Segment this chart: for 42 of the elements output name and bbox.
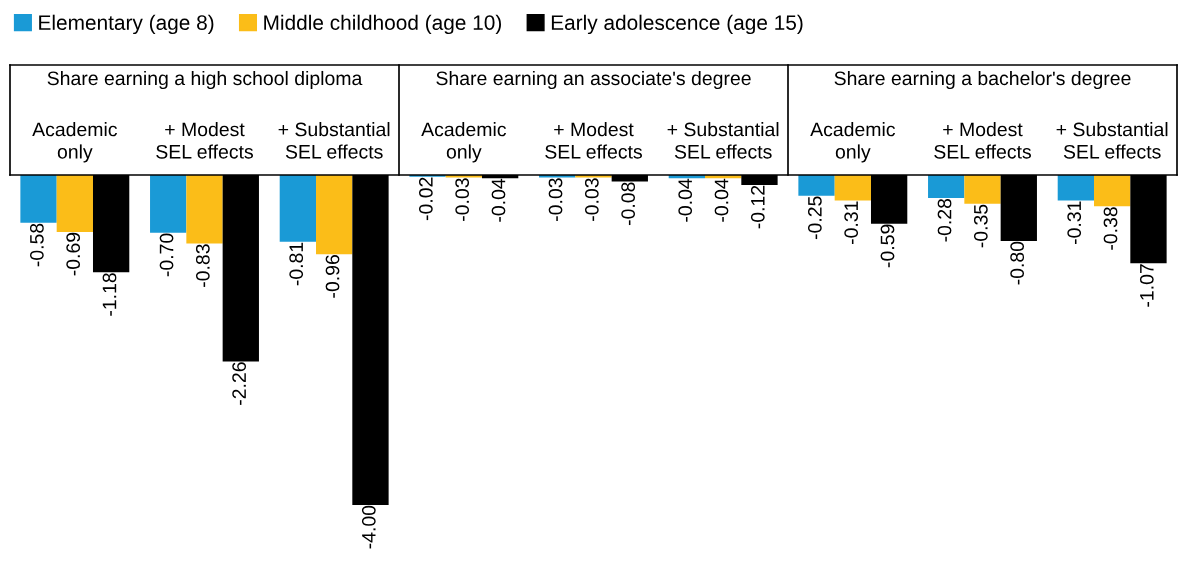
legend-label: Elementary (age 8) bbox=[39, 14, 214, 35]
legend-label: Early adolescence (age 15) bbox=[551, 14, 803, 35]
data-label: -0.04 bbox=[714, 178, 729, 222]
data-label: -1.18 bbox=[102, 273, 117, 316]
x-tick-label: + Modest SEL effects bbox=[545, 122, 642, 159]
x-tick-label: Academic only bbox=[32, 122, 118, 163]
x-tick-label: + Substantial SEL effects bbox=[278, 122, 390, 159]
data-label: -0.04 bbox=[491, 178, 506, 222]
text: Share earning an associate's degree bbox=[436, 70, 751, 90]
x-tick-label: + Substantial SEL effects bbox=[1056, 122, 1168, 159]
data-label: -0.59 bbox=[880, 224, 895, 268]
data-label: -0.69 bbox=[66, 232, 81, 276]
data-label: -0.02 bbox=[418, 177, 433, 221]
text: Share earning a high school diploma bbox=[47, 70, 363, 90]
data-label: -0.31 bbox=[1067, 201, 1082, 245]
data-label: -0.83 bbox=[195, 244, 210, 287]
data-label: -0.35 bbox=[973, 204, 988, 248]
x-tick-label: Academic only bbox=[810, 122, 896, 163]
data-label: -0.03 bbox=[455, 178, 470, 221]
data-label: -0.03 bbox=[584, 178, 599, 221]
x-tick-label: Academic only bbox=[421, 122, 507, 163]
text: Share earning a bachelor's degree bbox=[834, 70, 1131, 90]
data-label: -0.08 bbox=[621, 182, 636, 226]
x-tick-label: + Modest SEL effects bbox=[934, 122, 1031, 159]
data-label: -0.03 bbox=[548, 178, 563, 221]
data-label: -0.04 bbox=[678, 178, 693, 222]
legend-label: Middle childhood (age 10) bbox=[264, 14, 502, 35]
data-label: -0.12 bbox=[750, 185, 765, 229]
data-label: -2.26 bbox=[232, 362, 247, 405]
data-label: -0.81 bbox=[289, 242, 304, 286]
data-label: -0.80 bbox=[1010, 241, 1025, 285]
data-label: -0.70 bbox=[159, 233, 174, 277]
data-label: -0.31 bbox=[844, 201, 859, 245]
data-label: -4.00 bbox=[361, 505, 376, 549]
x-tick-label: + Substantial SEL effects bbox=[667, 122, 779, 159]
data-label: -0.28 bbox=[937, 198, 952, 242]
data-label: -0.58 bbox=[29, 223, 44, 267]
data-label: -1.07 bbox=[1139, 264, 1154, 307]
x-tick-label: + Modest SEL effects bbox=[156, 122, 253, 159]
data-label: -0.96 bbox=[325, 255, 340, 298]
data-label: -0.25 bbox=[807, 196, 822, 240]
data-label: -0.38 bbox=[1103, 207, 1118, 250]
